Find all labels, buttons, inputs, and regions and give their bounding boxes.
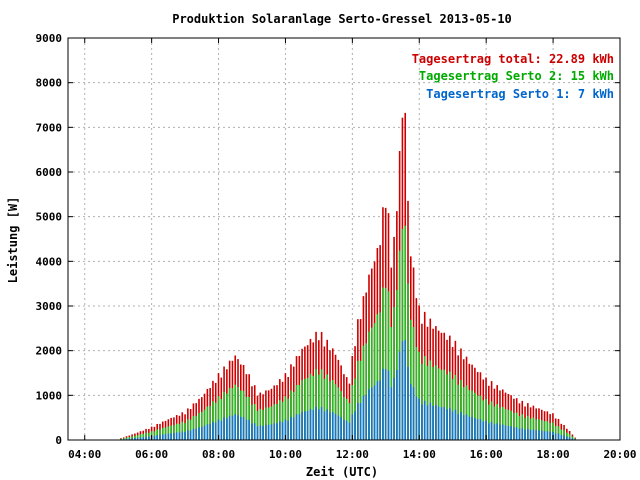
y-tick-label: 5000 bbox=[36, 211, 63, 224]
x-tick-label: 12:00 bbox=[336, 448, 369, 461]
y-axis-ticks: 0 1000 2000 3000 4000 5000 6000 7000 8000 9000 bbox=[36, 32, 620, 447]
x-tick-label: 20:00 bbox=[603, 448, 636, 461]
x-tick-label: 06:00 bbox=[135, 448, 168, 461]
x-axis-ticks: 04:00 06:00 08:00 10:00 12:00 14:00 16:00 18:00… bbox=[68, 38, 637, 461]
bar-series bbox=[120, 112, 577, 440]
y-tick-label: 9000 bbox=[36, 32, 63, 45]
y-tick-label: 6000 bbox=[36, 166, 63, 179]
x-axis-label: Zeit (UTC) bbox=[306, 465, 378, 479]
plot-frame bbox=[67, 37, 621, 441]
y-tick-label: 1000 bbox=[36, 389, 63, 402]
x-tick-label: 10:00 bbox=[269, 448, 302, 461]
y-axis-label: Leistung [W] bbox=[6, 197, 20, 284]
x-tick-label: 08:00 bbox=[202, 448, 235, 461]
x-tick-label: 16:00 bbox=[470, 448, 503, 461]
y-tick-label: 8000 bbox=[36, 77, 63, 90]
legend-entry-total: Tagesertrag total: 22.89 kWh bbox=[412, 52, 614, 66]
y-tick-label: 3000 bbox=[36, 300, 63, 313]
y-tick-label: 0 bbox=[55, 434, 62, 447]
x-tick-label: 14:00 bbox=[403, 448, 436, 461]
legend-entry-serto2: Tagesertrag Serto 2: 15 kWh bbox=[419, 69, 614, 83]
y-tick-label: 2000 bbox=[36, 345, 63, 358]
x-tick-label: 18:00 bbox=[537, 448, 570, 461]
chart-title: Produktion Solaranlage Serto-Gressel 201… bbox=[172, 12, 512, 26]
y-tick-label: 7000 bbox=[36, 121, 63, 134]
y-tick-label: 4000 bbox=[36, 255, 63, 268]
x-tick-label: 04:00 bbox=[68, 448, 101, 461]
legend: Tagesertrag total: 22.89 kWh Tagesertrag… bbox=[412, 52, 614, 101]
legend-entry-serto1: Tagesertrag Serto 1: 7 kWh bbox=[426, 87, 614, 101]
